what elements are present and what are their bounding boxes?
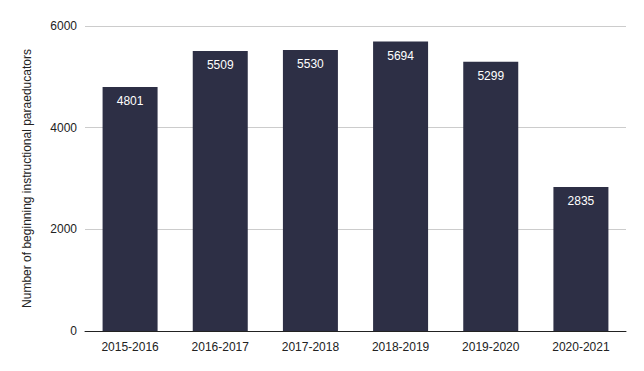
svg-text:2016-2017: 2016-2017	[192, 340, 250, 354]
svg-text:4000: 4000	[50, 121, 77, 135]
svg-text:2018-2019: 2018-2019	[372, 340, 430, 354]
svg-text:2835: 2835	[568, 194, 595, 208]
svg-text:Number of beginning instructio: Number of beginning instructional paraed…	[20, 49, 34, 308]
svg-text:5530: 5530	[297, 57, 324, 71]
svg-text:2020-2021: 2020-2021	[552, 340, 610, 354]
svg-text:2019-2020: 2019-2020	[462, 340, 520, 354]
svg-text:5299: 5299	[477, 69, 504, 83]
svg-text:4801: 4801	[117, 94, 144, 108]
svg-text:5509: 5509	[207, 58, 234, 72]
svg-text:2015-2016: 2015-2016	[101, 340, 159, 354]
svg-text:6000: 6000	[50, 19, 77, 33]
svg-text:5694: 5694	[387, 49, 414, 63]
svg-text:2000: 2000	[50, 222, 77, 236]
svg-text:2017-2018: 2017-2018	[282, 340, 340, 354]
svg-text:0: 0	[70, 324, 77, 338]
